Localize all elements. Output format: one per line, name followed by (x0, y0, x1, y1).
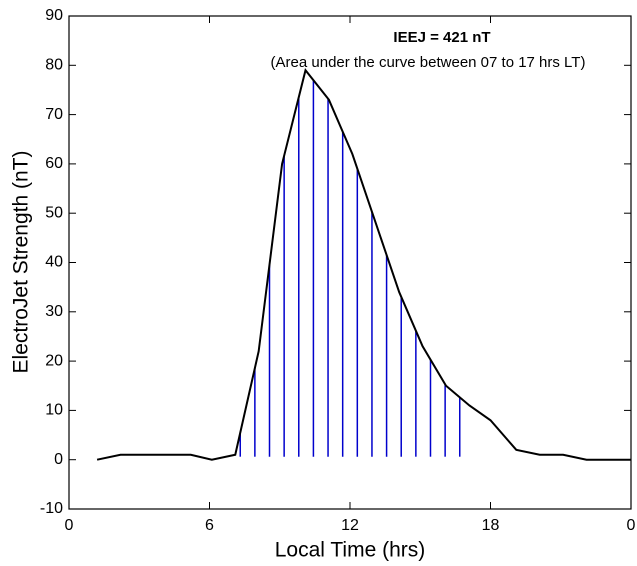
y-tick-label: 70 (45, 106, 63, 123)
annotation: IEEJ = 421 nT (393, 29, 490, 46)
y-tick-label: -10 (40, 500, 63, 517)
y-tick-label: 0 (54, 451, 63, 468)
data-line (96, 68, 631, 461)
y-tick-label: 30 (45, 303, 63, 320)
plot-frame (68, 15, 632, 510)
x-tick-label: 12 (341, 517, 359, 534)
y-tick-label: 80 (45, 57, 63, 74)
y-tick-label: 40 (45, 254, 63, 271)
x-axis-label: Local Time (hrs) (275, 539, 426, 562)
x-tick-label: 0 (627, 517, 636, 534)
annotation: (Area under the curve between 07 to 17 h… (271, 54, 586, 71)
x-tick-label: 6 (205, 517, 214, 534)
y-tick-label: 60 (45, 155, 63, 172)
y-tick-label: 90 (45, 7, 63, 24)
x-tick-label: 18 (482, 517, 500, 534)
y-tick-label: 50 (45, 204, 63, 221)
y-tick-label: 20 (45, 352, 63, 369)
y-tick-label: 10 (45, 402, 63, 419)
x-tick-label: 0 (65, 517, 74, 534)
y-axis-label: ElectroJet Strength (nT) (10, 151, 33, 374)
